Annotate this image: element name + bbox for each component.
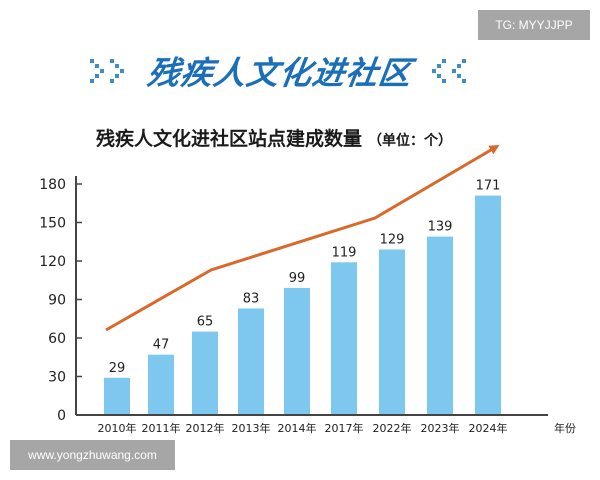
watermark-bottom: www.yongzhuwang.com bbox=[10, 440, 175, 470]
bar bbox=[104, 377, 130, 415]
x-tick-label: 2022年 bbox=[373, 421, 412, 435]
y-tick-label: 30 bbox=[48, 370, 66, 386]
bar-value-label: 83 bbox=[243, 291, 260, 306]
x-tick-label: 2024年 bbox=[469, 421, 508, 435]
bar bbox=[427, 236, 453, 415]
x-axis-labels: 2010年 2011年 2012年 2013年 2014年 2017年 2022年 2023年… bbox=[98, 421, 508, 435]
x-tick-label: 2013年 bbox=[232, 421, 271, 435]
trend-line bbox=[105, 144, 500, 332]
bar bbox=[331, 262, 357, 415]
bar-value-label: 29 bbox=[109, 361, 126, 376]
bar bbox=[192, 331, 218, 415]
y-tick-label: 0 bbox=[57, 408, 66, 424]
x-axis-title: 年份 bbox=[554, 421, 576, 435]
x-tick-label: 2023年 bbox=[421, 421, 460, 435]
y-tick-label: 180 bbox=[39, 177, 66, 193]
bar bbox=[379, 249, 405, 415]
chart-unit-label: （单位：个） bbox=[368, 133, 453, 149]
bar bbox=[148, 354, 174, 415]
bar-value-label: 171 bbox=[476, 179, 501, 194]
x-tick-label: 2010年 bbox=[98, 421, 137, 435]
y-tick-label: 90 bbox=[48, 293, 66, 309]
bar-value-label: 47 bbox=[153, 338, 170, 353]
trend-arrow bbox=[105, 144, 500, 332]
bar bbox=[238, 308, 264, 415]
bar-value-label: 129 bbox=[380, 232, 405, 247]
y-tick-label: 150 bbox=[39, 216, 66, 232]
y-tick-label: 120 bbox=[39, 254, 66, 270]
banner: 残疾人文化进社区 bbox=[60, 46, 500, 96]
bars: 29 47 65 83 99 119 129 139 171 bbox=[104, 179, 501, 415]
bar bbox=[475, 195, 501, 415]
bar-value-label: 65 bbox=[197, 315, 214, 330]
watermark-top: TG: MYYJJPP bbox=[478, 10, 590, 40]
x-tick-label: 2014年 bbox=[278, 421, 317, 435]
y-tick-label: 60 bbox=[48, 331, 66, 347]
bar-value-label: 119 bbox=[332, 245, 357, 260]
bar-value-label: 99 bbox=[289, 271, 306, 286]
x-tick-label: 2011年 bbox=[142, 421, 181, 435]
y-axis-ticks: 0 30 60 90 120 150 180 bbox=[39, 177, 82, 424]
double-chevron-right-icon bbox=[88, 56, 132, 86]
x-tick-label: 2012年 bbox=[186, 421, 225, 435]
x-tick-label: 2017年 bbox=[325, 421, 364, 435]
chart-title-text: 残疾人文化进社区站点建成数量 bbox=[96, 128, 363, 150]
chart-title: 残疾人文化进社区站点建成数量 （单位：个） bbox=[96, 124, 452, 151]
double-chevron-left-icon bbox=[428, 56, 472, 86]
bar-value-label: 139 bbox=[428, 220, 453, 235]
bar bbox=[284, 287, 310, 415]
